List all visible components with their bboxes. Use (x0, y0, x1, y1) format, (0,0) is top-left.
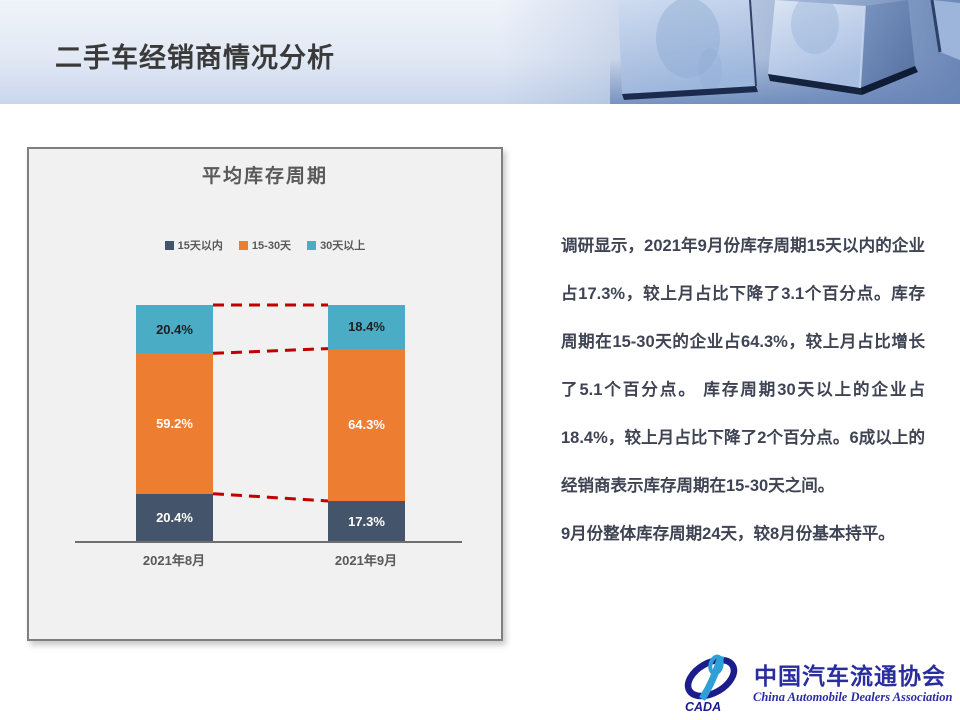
bar-segment: 20.4% (136, 305, 213, 354)
chart-legend: 15天以内 15-30天 30天以上 (29, 237, 501, 253)
bar-segment: 20.4% (136, 493, 213, 542)
bar-segment: 59.2% (136, 353, 213, 494)
bar-segment-value-label: 64.3% (348, 417, 385, 433)
legend-item: 15天以内 (164, 237, 223, 253)
stacked-bar-aug: 20.4% 59.2% 20.4% (136, 305, 213, 542)
legend-label: 15天以内 (177, 240, 223, 252)
legend-item: 15-30天 (238, 237, 292, 253)
header-band: 二手车经销商情况分析 (0, 0, 960, 104)
cada-logo: CADA 中国汽车流通协会 China Automobile Dealers A… (683, 650, 955, 716)
bar-segment-value-label: 17.3% (348, 513, 385, 529)
legend-item: 30天以上 (307, 237, 365, 253)
page-title: 二手车经销商情况分析 (55, 43, 335, 73)
x-axis-label-aug: 2021年8月 (142, 553, 206, 568)
red-dashed-connector-lines (212, 303, 329, 503)
logo-name-chinese: 中国汽车流通协会 (754, 664, 946, 689)
logo-name-english: China Automobile Dealers Association (753, 690, 953, 704)
blue-cubes-decoration-icon (610, 0, 960, 104)
cada-acronym-text: CADA (685, 700, 721, 714)
connector-dashed-line (212, 347, 329, 355)
x-axis-line (75, 541, 462, 543)
legend-marker-icon (164, 240, 174, 250)
bar-segment-value-label: 18.4% (348, 319, 385, 335)
bar-segment: 17.3% (328, 500, 405, 542)
analysis-commentary-text: 调研显示，2021年9月份库存周期15天以内的企业占17.3%，较上月占比下降了… (561, 237, 925, 543)
legend-label: 15-30天 (251, 240, 292, 252)
chart-title: 平均库存周期 (201, 166, 328, 187)
bar-segment-value-label: 20.4% (156, 321, 193, 337)
legend-marker-icon (238, 240, 248, 250)
x-axis-label-sep: 2021年9月 (334, 553, 398, 568)
cada-emblem-icon: CADA (684, 654, 738, 714)
stacked-bar-sep: 18.4% 64.3% 17.3% (328, 305, 405, 542)
bar-segment-value-label: 20.4% (156, 510, 193, 526)
bar-segment: 64.3% (328, 348, 405, 501)
connector-dashed-line (212, 492, 329, 503)
bar-segment-value-label: 59.2% (156, 415, 193, 431)
legend-label: 30天以上 (320, 240, 366, 252)
legend-marker-icon (307, 240, 317, 250)
inventory-cycle-chart-panel: 平均库存周期 15天以内 15-30天 30天以上 20.4% 59.2% 20.4% … (27, 147, 503, 641)
bar-segment: 18.4% (328, 305, 405, 349)
chart-plot-area: 20.4% 59.2% 20.4% 18.4% 64.3% 17.3% 2021年8月 … (29, 149, 501, 639)
